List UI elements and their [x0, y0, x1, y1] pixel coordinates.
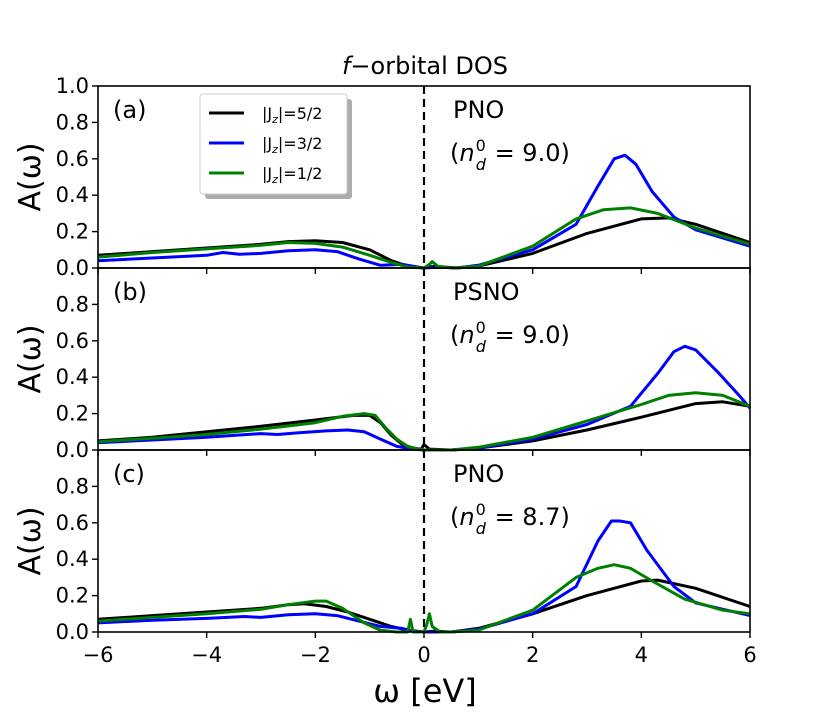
panel-2-nd-part-2: 0	[476, 318, 486, 337]
xtick-label-1: −4	[191, 643, 222, 667]
xtick-label-3: 0	[417, 643, 430, 667]
panel-1-material: PNO	[453, 96, 504, 124]
panel-2-ytick-label-1: 0.2	[56, 402, 89, 426]
panel-1-nd-part-4: = 9.0)	[487, 139, 570, 167]
figure-title: f−orbital DOS	[342, 52, 508, 80]
panel-2-nd-part-1: n	[459, 321, 474, 349]
legend-label-3-part-0: |J	[262, 164, 272, 183]
legend-label-3-part-2: |=1/2	[278, 164, 323, 183]
panel-3-ytick-label-3: 0.6	[56, 511, 89, 535]
panel-3-nd-part-3: d	[476, 519, 487, 538]
panel-1-nd-annotation: (n0 d = 9.0)	[450, 136, 570, 174]
xtick-label-0: −6	[83, 643, 114, 667]
panel-1-ytick-label-3: 0.6	[56, 147, 89, 171]
panel-1-ytick-label-0: 0.0	[56, 256, 89, 280]
panel-2-nd-annotation: (n0 d = 9.0)	[450, 318, 570, 356]
panel-1-nd-part-3: d	[476, 155, 487, 174]
panel-3-material: PNO	[453, 460, 504, 488]
legend-label-2-part-1: z	[271, 143, 278, 156]
panel-1-curve-3	[97, 206, 751, 270]
legend-label-1: |Jz|=5/2	[262, 104, 322, 126]
panel-1: 0.0 0.2 0.4 0.6 0.8 1.0 A(ω) (a) PNO (n0 d = 9.0)	[13, 74, 751, 280]
legend-label-2-part-0: |J	[262, 134, 272, 153]
panel-3-ytick-label-0: 0.0	[56, 620, 89, 644]
panel-3-nd-part-2: 0	[476, 500, 486, 519]
panel-2-material: PSNO	[453, 278, 520, 306]
legend-label-1-part-1: z	[271, 113, 278, 126]
legend-label-1-part-0: |J	[262, 104, 272, 123]
panel-3-nd-part-1: n	[459, 503, 474, 531]
panel-3-label: (c)	[113, 460, 145, 488]
panel-2-nd-part-4: = 9.0)	[487, 321, 570, 349]
panel-2-ytick-label-3: 0.6	[56, 329, 89, 353]
title-rest: −orbital DOS	[350, 52, 508, 80]
legend-box	[199, 93, 348, 195]
panel-2-curve-3	[97, 391, 751, 452]
legend-label-2-part-2: |=3/2	[278, 134, 323, 153]
panel-3: 0.0 0.2 0.4 0.6 0.8 −6 −4 −2 0 2 4 6 A(ω) (c) PNO (n0 d …	[13, 449, 757, 667]
panel-2-ytick-label-2: 0.4	[56, 365, 89, 389]
xtick-label-6: 6	[743, 643, 756, 667]
panel-1-ytick-label-5: 1.0	[56, 74, 89, 98]
legend-label-3: |Jz|=1/2	[262, 164, 322, 186]
panel-3-ytick-label-4: 0.8	[56, 474, 89, 498]
panel-3-ytick-label-2: 0.4	[56, 547, 89, 571]
panel-1-ytick-label-2: 0.4	[56, 183, 89, 207]
panel-1-ylabel: A(ω)	[13, 142, 48, 211]
panel-1-ytick-label-4: 0.8	[56, 110, 89, 134]
panel-2-ytick-label-0: 0.0	[56, 438, 89, 462]
panel-3-ytick-label-1: 0.2	[56, 584, 89, 608]
panel-3-nd-part-4: = 8.7)	[487, 503, 570, 531]
panels-group: 0.00.20.40.60.81.0A(ω)(a) PNO(n0 d = 9.0)0…	[13, 74, 757, 667]
panel-2-ylabel: A(ω)	[13, 324, 48, 393]
x-axis-label: ω [eV]	[373, 672, 477, 710]
panel-1-nd-part-0: (	[450, 139, 459, 167]
panel-2-nd-part-0: (	[450, 321, 459, 349]
panel-2-ytick-label-4: 0.8	[56, 292, 89, 316]
panel-3-curve-3	[97, 563, 751, 634]
xtick-label-5: 4	[635, 643, 648, 667]
panel-2: 0.0 0.2 0.4 0.6 0.8 A(ω) (b) PSNO (n0 d = 9.0)	[13, 267, 752, 462]
panel-3-ylabel: A(ω)	[13, 506, 48, 575]
panel-1-nd-part-2: 0	[476, 136, 486, 155]
xtick-label-4: 2	[526, 643, 539, 667]
panel-2-nd-part-3: d	[476, 337, 487, 356]
legend-label-3-part-1: z	[271, 173, 278, 186]
panel-2-label: (b)	[113, 278, 147, 306]
panel-1-label: (a)	[113, 96, 146, 124]
panel-3-nd-annotation: (n0 d = 8.7)	[450, 500, 570, 538]
xtick-label-2: −2	[300, 643, 331, 667]
legend: |Jz|=5/2|Jz|=3/2|Jz|=1/2	[199, 93, 352, 199]
panel-1-nd-part-1: n	[459, 139, 474, 167]
panel-3-nd-part-0: (	[450, 503, 459, 531]
legend-label-1-part-2: |=5/2	[278, 104, 323, 123]
legend-label-2: |Jz|=3/2	[262, 134, 322, 156]
panel-1-ytick-label-1: 0.2	[56, 220, 89, 244]
